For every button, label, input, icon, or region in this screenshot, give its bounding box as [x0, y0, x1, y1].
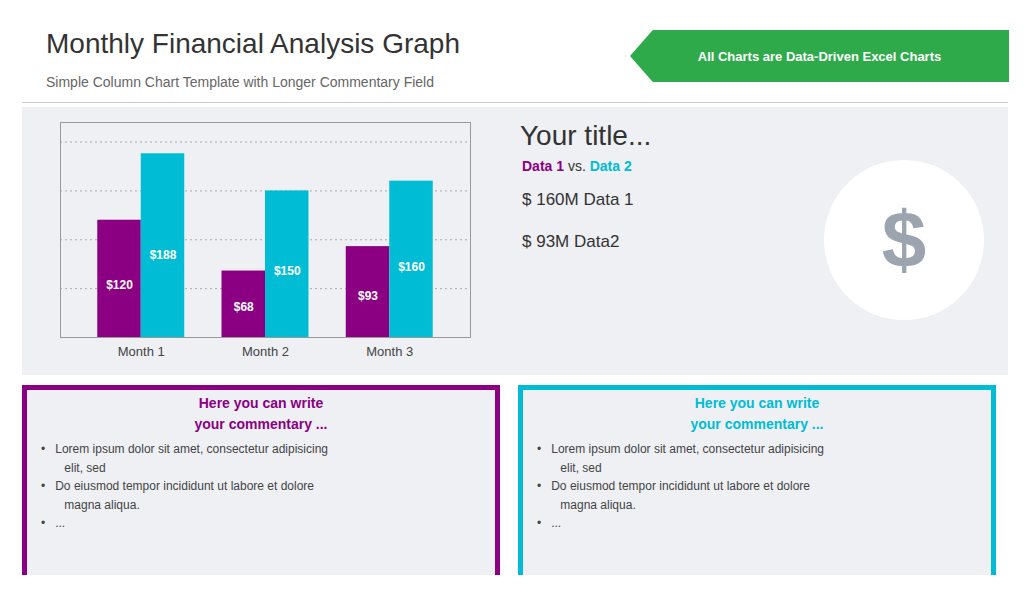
html-text:All Charts are Data-Driven Exc: All Charts are Data-Driven Excel Charts	[697, 48, 942, 64]
html-text:Here you can write your commen: Here you can write your commentary ...	[690, 395, 824, 432]
html-text:Simple Column Chart Template w: Simple Column Chart Template with Longer…	[46, 74, 434, 90]
svg-text:Month 3: Month 3	[366, 344, 413, 359]
html-text:Monthly Financial Analysis Gra: Monthly Financial Analysis Graph	[46, 28, 460, 59]
svg-text:$150: $150	[274, 264, 301, 278]
svg-text:$120: $120	[106, 278, 133, 292]
html-text:$ 93M Data2: $ 93M Data2	[522, 232, 620, 251]
svg-text:$68: $68	[234, 300, 254, 314]
html-text:Your title...: Your title...	[520, 120, 652, 151]
svg-text:$188: $188	[150, 248, 177, 262]
html-text:• Lorem ipsum dolor sit amet,: • Lorem ipsum dolor sit amet, consectetu…	[41, 442, 328, 531]
svg-text:$160: $160	[398, 260, 425, 274]
html-text:• Lorem ipsum dolor sit amet,: • Lorem ipsum dolor sit amet, consectetu…	[537, 442, 824, 531]
svg-text:Month 1: Month 1	[118, 344, 165, 359]
svg-text:$93: $93	[358, 289, 378, 303]
html-text:$ 160M Data 1: $ 160M Data 1	[522, 190, 634, 209]
svg-text:Month 2: Month 2	[242, 344, 289, 359]
html-text:Here you can write your commen: Here you can write your commentary ...	[194, 395, 328, 432]
html-text:Data 1 vs. Data 2: Data 1 vs. Data 2	[522, 158, 632, 174]
